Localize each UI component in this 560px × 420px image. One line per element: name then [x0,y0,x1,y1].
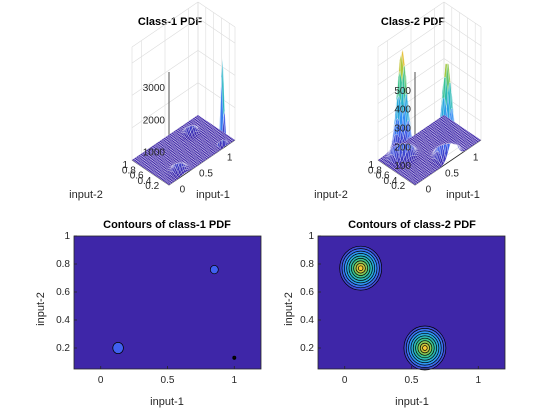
contour-level [422,345,428,351]
class-1-pdf-surface-plot: Class-1 PDF input-1 input-2 0 0.5 1 0.2 … [69,1,236,201]
y-tick-label: 0.4 [56,315,70,326]
box-edge [377,1,445,48]
surface-patch [131,158,136,162]
z-tick-label: 500 [394,86,411,97]
y-tick-label: 0.4 [137,176,151,187]
z-tick-label: 400 [394,105,411,116]
surface-mesh [131,58,236,186]
y-axis-label: input-2 [283,292,295,326]
z-tick-label: 100 [394,161,411,172]
y-tick-label: 0.8 [122,165,136,176]
z-tick-label: 200 [394,142,411,153]
x-axis-label: input-1 [196,189,230,201]
x-tick-label: 1 [232,375,238,386]
contour-area [73,235,262,370]
contour-level [112,342,124,354]
y-tick-label: 0.6 [376,171,390,182]
x-tick-label: 1 [227,152,233,163]
tick-labels: 0 0.5 1 0.2 0.4 0.6 0.8 1 1000 2000 3000 [122,83,233,196]
contour-area [317,235,506,371]
y-axis-label: input-2 [69,189,103,201]
z-tick-label: 1000 [143,148,166,159]
y-tick-label: 0.6 [56,287,70,298]
class-2-contour-plot: Contours of class-2 PDF input-1 input-2 … [283,219,506,408]
class-1-contour-plot: Contours of class-1 PDF input-1 input-2 … [35,219,262,408]
y-tick-label: 1 [308,231,314,242]
y-tick-label: 0.6 [130,171,144,182]
x-tick-label: 0 [98,375,104,386]
tick-labels: 0 0.5 1 0.2 0.4 0.6 0.8 1 [56,231,237,386]
plot-title: Class-1 PDF [138,16,202,28]
surface-mesh [377,49,482,186]
z-tick-label: 2000 [143,115,166,126]
y-tick-label: 1 [122,160,128,171]
plot-title: Contours of class-2 PDF [348,219,476,231]
plot-title: Class-2 PDF [381,16,445,28]
contour-background [74,236,261,369]
z-tick-label: 300 [394,124,411,135]
y-tick-label: 0.8 [368,165,382,176]
x-tick-label: 0.5 [445,169,459,180]
y-tick-label: 0.8 [300,259,314,270]
x-tick-label: 1 [476,375,482,386]
surface-patch [377,158,382,162]
y-tick-label: 1 [368,160,374,171]
x-tick-label: 0 [180,185,186,196]
x-tick-label: 1 [473,152,479,163]
y-tick-label: 0.4 [300,315,314,326]
y-tick-label: 0.4 [383,176,397,187]
x-tick-label: 0.5 [161,375,175,386]
box-edge [197,1,236,28]
tick-labels: 0 0.5 1 0.2 0.4 0.6 0.8 1 [300,231,481,386]
x-tick-label: 0 [426,185,432,196]
y-tick-label: 0.2 [56,343,70,354]
x-axis-label: input-1 [395,396,429,408]
box-edge [443,1,482,28]
tick-labels: 0 0.5 1 0.2 0.4 0.6 0.8 1 100 200 300 40… [368,86,479,196]
y-axis-label: input-2 [35,292,47,326]
x-axis-label: input-1 [446,189,480,201]
y-tick-label: 0.2 [391,181,405,192]
y-tick-label: 1 [64,231,70,242]
x-tick-label: 0 [342,375,348,386]
contour-level [358,265,364,271]
y-tick-label: 0.2 [300,343,314,354]
x-axis-label: input-1 [150,396,184,408]
x-tick-label: 0.5 [405,375,419,386]
y-tick-label: 0.6 [300,287,314,298]
contour-level [209,265,219,275]
x-tick-label: 0.5 [199,169,213,180]
plot-title: Contours of class-1 PDF [103,219,231,231]
box-edge [131,1,199,48]
y-tick-label: 0.8 [56,259,70,270]
class-2-pdf-surface-plot: Class-2 PDF input-1 input-2 0 0.5 1 0.2 … [314,1,482,201]
y-axis-label: input-2 [314,189,348,201]
y-tick-label: 0.2 [145,181,159,192]
z-tick-label: 3000 [143,83,166,94]
